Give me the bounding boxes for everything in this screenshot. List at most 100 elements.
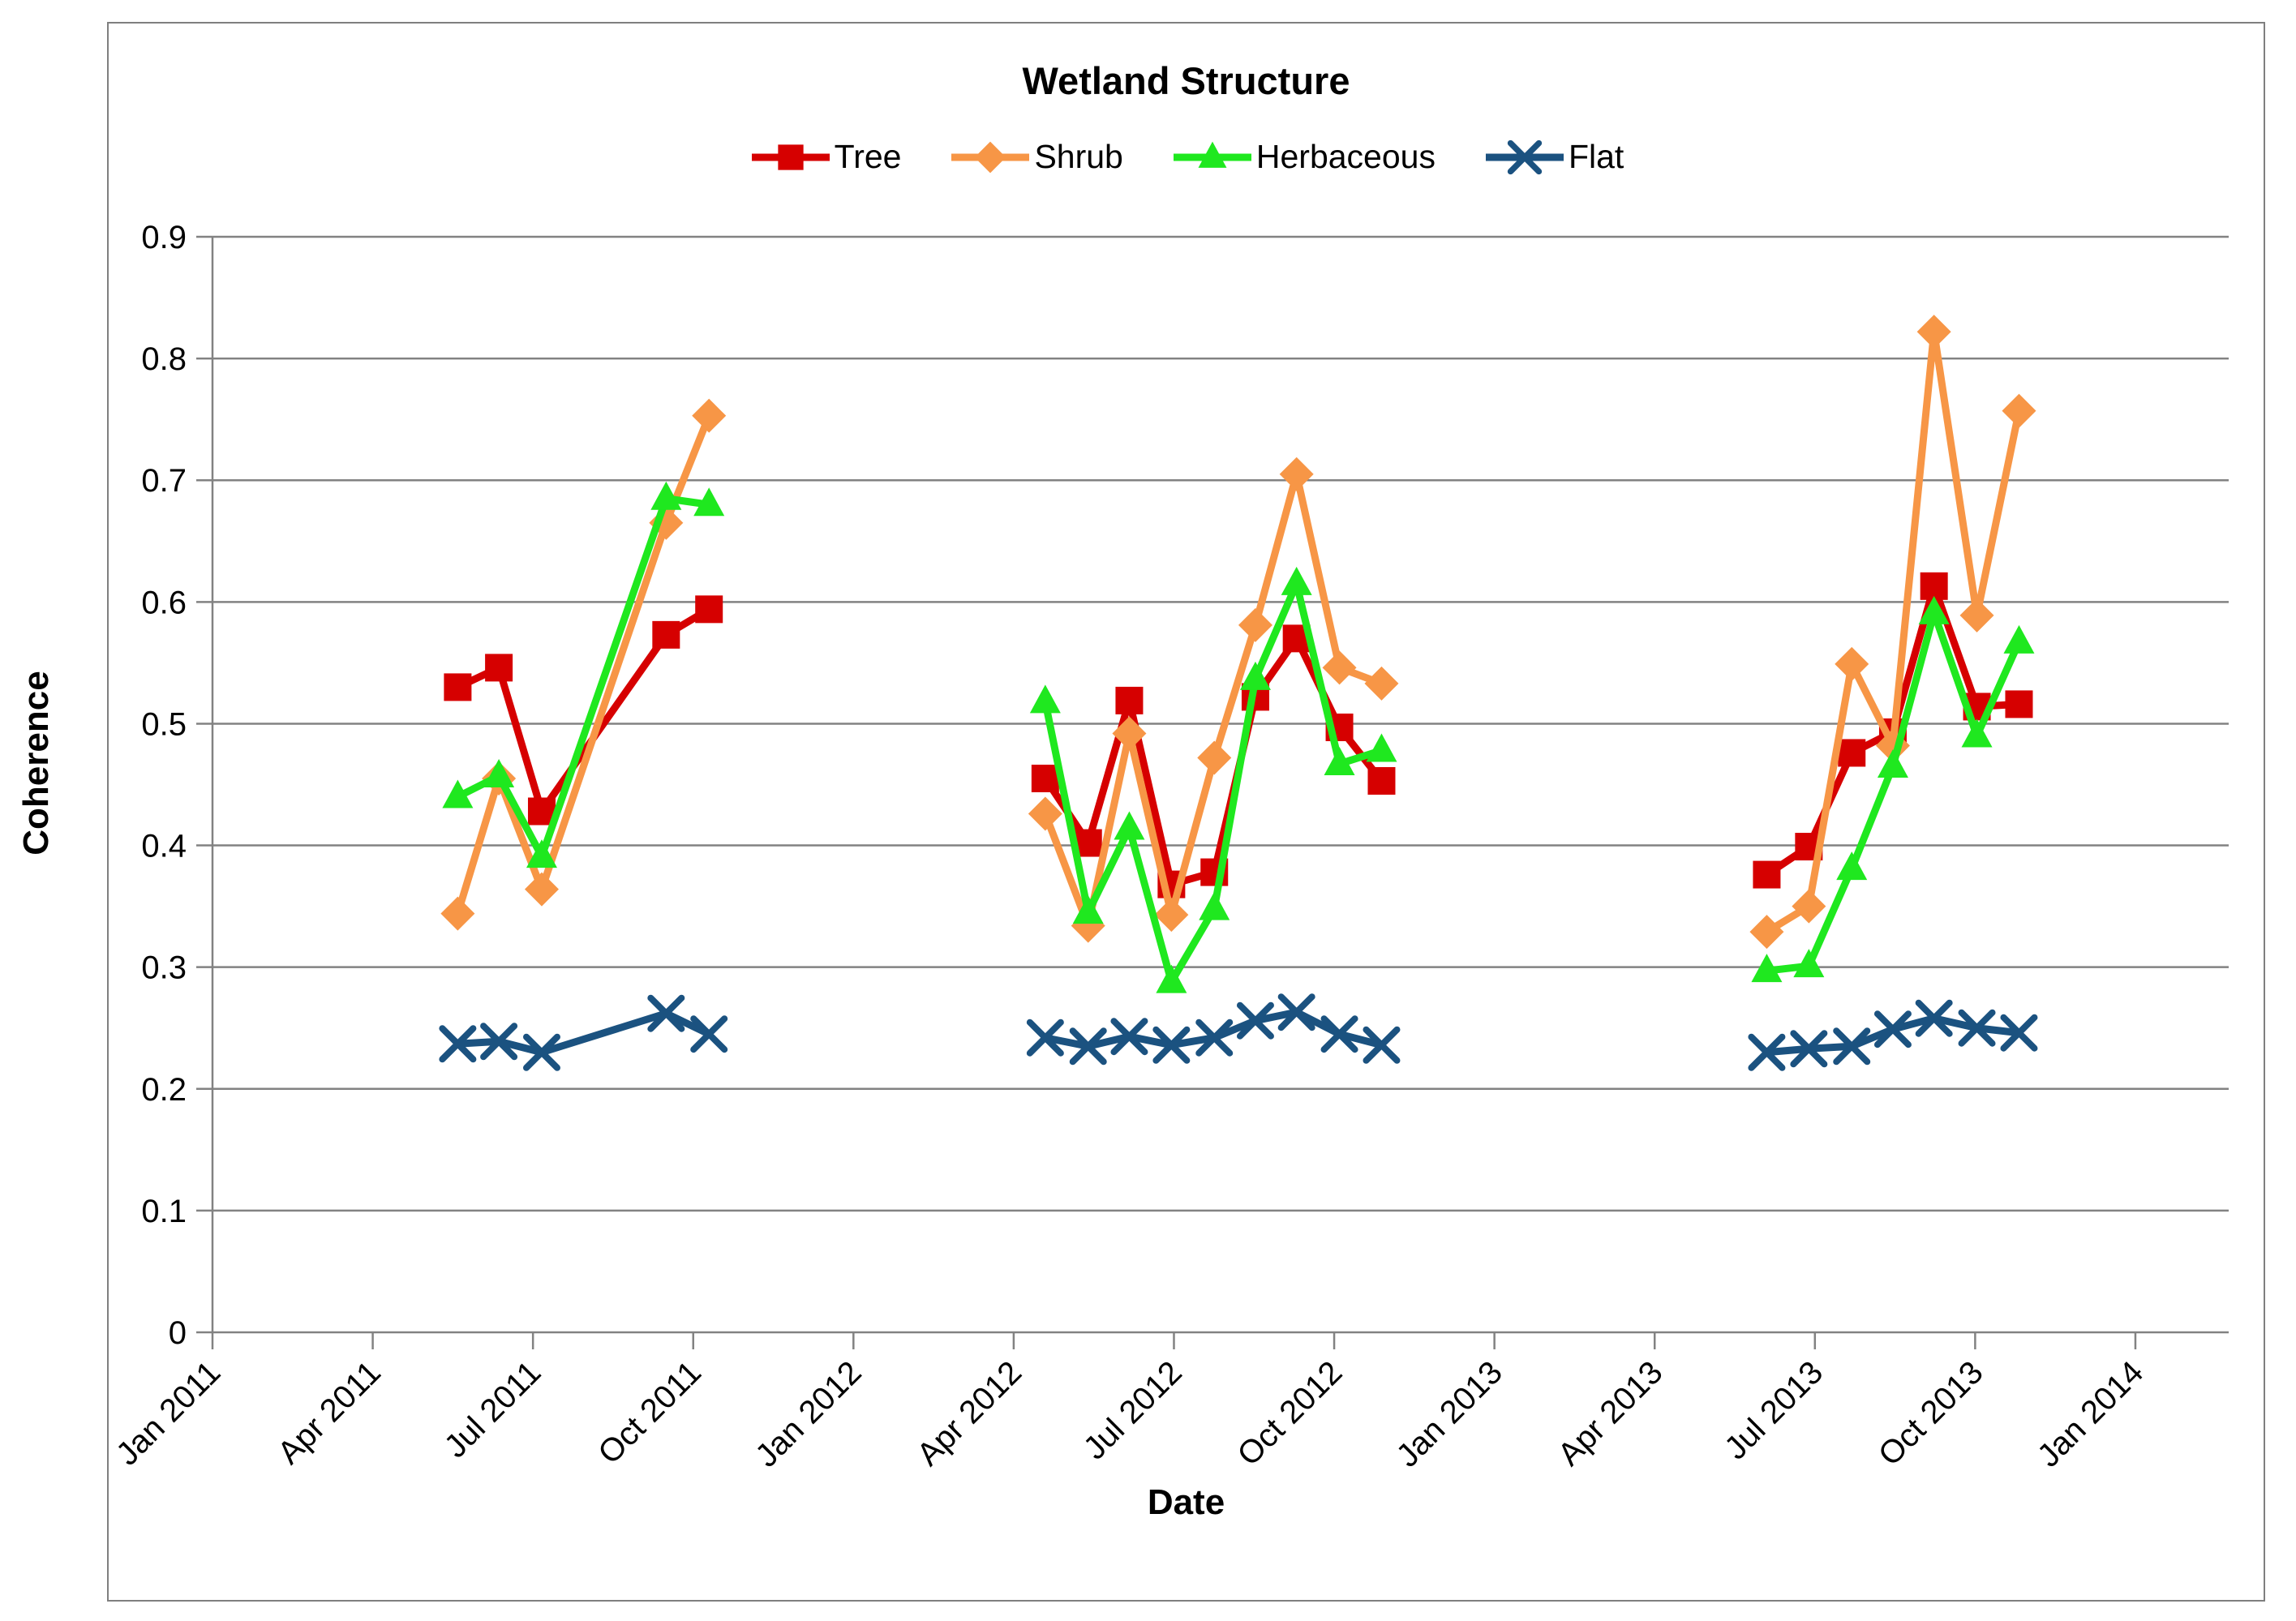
legend-label: Shrub bbox=[1034, 138, 1123, 175]
data-point-marker bbox=[652, 620, 680, 649]
data-point-marker bbox=[1364, 666, 1399, 701]
x-tick-label: Apr 2013 bbox=[1551, 1354, 1670, 1473]
legend-label: Tree bbox=[834, 138, 902, 175]
data-point-marker bbox=[1363, 1026, 1401, 1064]
data-point-marker bbox=[1873, 1010, 1912, 1049]
data-point-marker bbox=[690, 1015, 728, 1053]
data-point-marker bbox=[2002, 393, 2036, 428]
data-point-marker bbox=[1069, 1027, 1107, 1066]
legend-item-herbaceous: Herbaceous bbox=[1170, 138, 1436, 176]
data-point-marker bbox=[1028, 796, 1062, 831]
data-point-marker bbox=[1833, 1027, 1871, 1066]
x-tick-label: Jan 2012 bbox=[749, 1354, 868, 1473]
y-tick-label: 0.7 bbox=[141, 463, 187, 499]
y-tick-label: 0.4 bbox=[141, 829, 187, 864]
x-tick-label: Apr 2012 bbox=[910, 1354, 1028, 1473]
data-point-marker bbox=[1748, 1033, 1786, 1071]
data-point-marker bbox=[1790, 1030, 1828, 1068]
data-point-marker bbox=[1115, 686, 1144, 714]
data-point-marker bbox=[1958, 1009, 1996, 1047]
series-flat bbox=[439, 993, 2038, 1071]
data-point-marker bbox=[1238, 607, 1272, 642]
y-tick-label: 0.8 bbox=[141, 341, 187, 377]
data-point-marker bbox=[526, 839, 557, 868]
data-point-marker bbox=[1114, 811, 1145, 840]
flat-series-marker-icon bbox=[1485, 139, 1564, 174]
axes: 0 0.1 0.2 0.3 0.4 0.5 0.6 0.7 0.8 0.9 Jan 2011 Apr … bbox=[109, 220, 2229, 1474]
data-point-marker bbox=[1281, 566, 1312, 595]
tree-series-marker-icon bbox=[751, 144, 830, 170]
chart-title: Wetland Structure bbox=[1022, 59, 1350, 102]
data-point-marker bbox=[1877, 748, 1908, 778]
data-point-marker bbox=[1031, 764, 1059, 792]
data-point-marker bbox=[1507, 139, 1543, 174]
data-point-marker bbox=[444, 673, 472, 701]
data-point-marker bbox=[439, 1025, 477, 1063]
data-point-marker bbox=[1110, 1018, 1148, 1056]
legend-label: Herbaceous bbox=[1255, 138, 1436, 175]
data-point-marker bbox=[692, 398, 727, 433]
data-point-marker bbox=[650, 481, 682, 510]
data-point-marker bbox=[1751, 954, 1783, 983]
legend-item-shrub: Shrub bbox=[948, 138, 1123, 176]
series-tree bbox=[444, 572, 2033, 898]
data-point-marker bbox=[440, 896, 475, 931]
data-point-marker bbox=[522, 1033, 560, 1071]
data-point-marker bbox=[1749, 915, 1784, 950]
data-point-marker bbox=[778, 144, 804, 170]
data-point-marker bbox=[442, 779, 474, 808]
legend-item-flat: Flat bbox=[1483, 138, 1624, 176]
data-point-marker bbox=[2005, 690, 2033, 718]
data-point-marker bbox=[1199, 891, 1230, 920]
herbaceous-series-marker-icon bbox=[1173, 141, 1251, 168]
x-tick-label: Jan 2011 bbox=[109, 1354, 227, 1472]
data-point-marker bbox=[1793, 949, 1825, 978]
x-tick-label: Jul 2011 bbox=[438, 1354, 548, 1464]
data-point-marker bbox=[1915, 999, 1953, 1037]
data-point-marker bbox=[1367, 766, 1396, 795]
series-shrub bbox=[440, 315, 2036, 950]
data-point-marker bbox=[1236, 1001, 1274, 1040]
data-point-marker bbox=[1112, 716, 1147, 751]
data-point-marker bbox=[1156, 964, 1187, 993]
y-tick-label: 0.6 bbox=[141, 585, 187, 620]
data-point-marker bbox=[1279, 457, 1314, 491]
legend-item-tree: Tree bbox=[749, 138, 902, 176]
data-point-marker bbox=[1916, 315, 1951, 350]
data-point-marker bbox=[647, 994, 685, 1032]
data-point-marker bbox=[1366, 733, 1397, 762]
data-point-marker bbox=[485, 654, 513, 682]
data-point-marker bbox=[1920, 572, 1948, 600]
x-tick-label: Oct 2013 bbox=[1872, 1354, 1990, 1473]
y-tick-label: 0.1 bbox=[141, 1194, 187, 1229]
data-point-marker bbox=[1277, 993, 1315, 1031]
data-point-marker bbox=[1198, 141, 1227, 168]
data-point-marker bbox=[1152, 1026, 1191, 1064]
data-point-marker bbox=[1322, 650, 1357, 685]
y-tick-label: 0.9 bbox=[141, 220, 187, 255]
data-point-marker bbox=[1239, 661, 1271, 690]
data-point-marker bbox=[1961, 718, 1993, 748]
x-tick-label: Jan 2013 bbox=[1390, 1354, 1509, 1473]
x-tick-label: Jul 2012 bbox=[1077, 1354, 1189, 1466]
shrub-series-marker-icon bbox=[951, 141, 1030, 173]
data-point-marker bbox=[693, 487, 725, 517]
data-point-marker bbox=[1792, 889, 1826, 924]
data-point-marker bbox=[1029, 684, 1061, 714]
x-tick-label: Jul 2013 bbox=[1718, 1354, 1830, 1466]
data-point-marker bbox=[1320, 1015, 1358, 1053]
x-tick-label: Oct 2011 bbox=[591, 1354, 708, 1471]
series-line-shrub bbox=[1041, 470, 1385, 930]
y-tick-label: 0.3 bbox=[141, 950, 187, 986]
series-herbaceous bbox=[442, 481, 2035, 993]
y-tick-label: 0.2 bbox=[141, 1072, 187, 1108]
data-point-marker bbox=[1836, 851, 1868, 881]
data-point-marker bbox=[695, 595, 723, 624]
data-point-marker bbox=[1959, 598, 1994, 633]
data-point-marker bbox=[1195, 1018, 1234, 1057]
data-point-marker bbox=[1918, 595, 1950, 624]
data-point-marker bbox=[480, 1023, 518, 1061]
data-point-marker bbox=[1838, 739, 1866, 767]
data-point-marker bbox=[524, 872, 559, 907]
